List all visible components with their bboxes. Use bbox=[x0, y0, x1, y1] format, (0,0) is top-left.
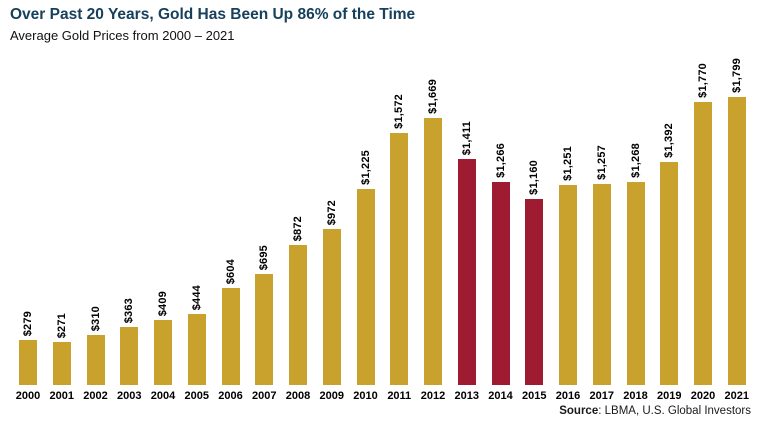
bar-column: $1,160 2015 bbox=[518, 160, 550, 403]
bar-value-label: $1,266 bbox=[494, 143, 507, 178]
source-note: Source: LBMA, U.S. Global Investors bbox=[10, 404, 755, 419]
bar-value-label: $1,669 bbox=[427, 79, 439, 114]
bar-up-year bbox=[86, 335, 105, 385]
chart-title: Over Past 20 Years, Gold Has Been Up 86%… bbox=[10, 6, 416, 23]
bar-column: $279 2000 bbox=[12, 311, 44, 403]
x-axis-tick-label: 2011 bbox=[387, 390, 412, 402]
bar-down-year bbox=[491, 182, 510, 385]
x-axis-tick-label: 2020 bbox=[690, 390, 716, 402]
bar-column: $972 2009 bbox=[316, 200, 348, 403]
bar-value-label: $1,770 bbox=[697, 63, 709, 98]
bar-column: $1,799 2021 bbox=[721, 58, 753, 403]
bar-column: $1,392 2019 bbox=[653, 123, 685, 403]
bar-value-label: $1,160 bbox=[528, 160, 541, 195]
x-axis-tick-label: 2005 bbox=[184, 390, 209, 402]
chart-subtitle: Average Gold Prices from 2000 – 2021 bbox=[10, 27, 235, 43]
x-axis-tick-label: 2002 bbox=[83, 390, 108, 402]
bar-column: $1,411 2013 bbox=[451, 121, 483, 403]
bar-column: $271 2001 bbox=[46, 313, 78, 403]
bar-value-label: $972 bbox=[325, 199, 338, 225]
bar-value-label: $1,572 bbox=[393, 94, 406, 129]
bar-up-year bbox=[424, 118, 442, 385]
bar-up-year bbox=[390, 133, 409, 385]
bar-up-year bbox=[19, 340, 37, 385]
bar-value-label: $1,411 bbox=[460, 120, 473, 155]
bar-up-year bbox=[592, 184, 611, 385]
bar-up-year bbox=[154, 320, 172, 385]
x-axis-tick-label: 2012 bbox=[420, 390, 446, 402]
bar-column: $872 2008 bbox=[282, 216, 314, 403]
x-axis-tick-label: 2014 bbox=[488, 390, 513, 402]
x-axis-tick-label: 2016 bbox=[555, 390, 581, 402]
bar-down-year bbox=[525, 199, 544, 385]
bar-down-year bbox=[457, 159, 476, 385]
x-axis-tick-label: 2017 bbox=[589, 390, 614, 402]
bar-value-label: $1,257 bbox=[595, 145, 608, 180]
bar-up-year bbox=[52, 342, 71, 385]
bar-value-label: $279 bbox=[22, 310, 34, 336]
bar-column: $1,225 2010 bbox=[350, 150, 382, 403]
bar-up-year bbox=[187, 314, 206, 385]
bar-value-label: $695 bbox=[258, 244, 271, 270]
x-axis-tick-label: 2009 bbox=[319, 390, 344, 402]
bar-column: $444 2005 bbox=[181, 285, 213, 403]
bar-up-year bbox=[356, 189, 375, 385]
x-axis-tick-label: 2015 bbox=[522, 390, 547, 402]
bar-up-year bbox=[694, 102, 712, 385]
bar-column: $1,572 2011 bbox=[383, 94, 415, 403]
bar-value-label: $444 bbox=[190, 284, 203, 310]
x-axis-tick-label: 2000 bbox=[15, 390, 41, 402]
bar-column: $1,251 2016 bbox=[552, 146, 584, 403]
x-axis-tick-label: 2004 bbox=[150, 390, 176, 402]
bar-value-label: $1,251 bbox=[562, 146, 574, 181]
bar-up-year bbox=[727, 97, 746, 385]
x-axis-tick-label: 2001 bbox=[49, 390, 74, 402]
bar-up-year bbox=[559, 185, 577, 385]
bar-column: $1,257 2017 bbox=[586, 145, 618, 403]
bar-column: $1,669 2012 bbox=[417, 79, 449, 403]
bar-column: $695 2007 bbox=[248, 245, 280, 403]
bar-up-year bbox=[221, 288, 240, 385]
bar-up-year bbox=[322, 229, 341, 385]
bar-column: $1,770 2020 bbox=[687, 63, 719, 403]
bars-row: $279 2000 $271 2001 $310 2002 $363 2003 $409 2004… bbox=[10, 45, 755, 403]
bar-value-label: $604 bbox=[224, 258, 237, 284]
bar-value-label: $1,268 bbox=[629, 143, 642, 178]
source-text: : LBMA, U.S. Global Investors bbox=[598, 405, 751, 417]
bar-value-label: $363 bbox=[123, 297, 136, 323]
bar-column: $363 2003 bbox=[113, 298, 145, 403]
bar-value-label: $872 bbox=[292, 215, 304, 241]
bar-value-label: $310 bbox=[89, 305, 102, 331]
x-axis-tick-label: 2021 bbox=[724, 390, 749, 402]
bar-value-label: $271 bbox=[55, 312, 68, 338]
x-axis-tick-label: 2006 bbox=[218, 390, 243, 402]
bar-column: $1,268 2018 bbox=[620, 143, 652, 403]
x-axis-tick-label: 2019 bbox=[657, 390, 682, 402]
bar-column: $310 2002 bbox=[80, 306, 112, 403]
x-axis-tick-label: 2003 bbox=[117, 390, 142, 402]
bar-up-year bbox=[289, 245, 307, 385]
x-axis-tick-label: 2010 bbox=[353, 390, 378, 402]
bar-value-label: $409 bbox=[157, 290, 169, 316]
bar-up-year bbox=[660, 162, 679, 385]
source-label: Source bbox=[559, 405, 599, 417]
bar-up-year bbox=[626, 182, 645, 385]
x-axis-tick-label: 2007 bbox=[252, 390, 277, 402]
x-axis-tick-label: 2018 bbox=[623, 390, 648, 402]
bar-up-year bbox=[120, 327, 139, 385]
bar-up-year bbox=[255, 274, 274, 385]
bar-value-label: $1,225 bbox=[359, 150, 372, 185]
bar-column: $409 2004 bbox=[147, 291, 179, 403]
bar-column: $1,266 2014 bbox=[485, 143, 517, 403]
bar-value-label: $1,799 bbox=[730, 58, 743, 93]
bar-value-label: $1,392 bbox=[663, 123, 676, 158]
bar-column: $604 2006 bbox=[215, 259, 247, 403]
x-axis-tick-label: 2013 bbox=[454, 390, 479, 402]
x-axis-tick-label: 2008 bbox=[285, 390, 311, 402]
